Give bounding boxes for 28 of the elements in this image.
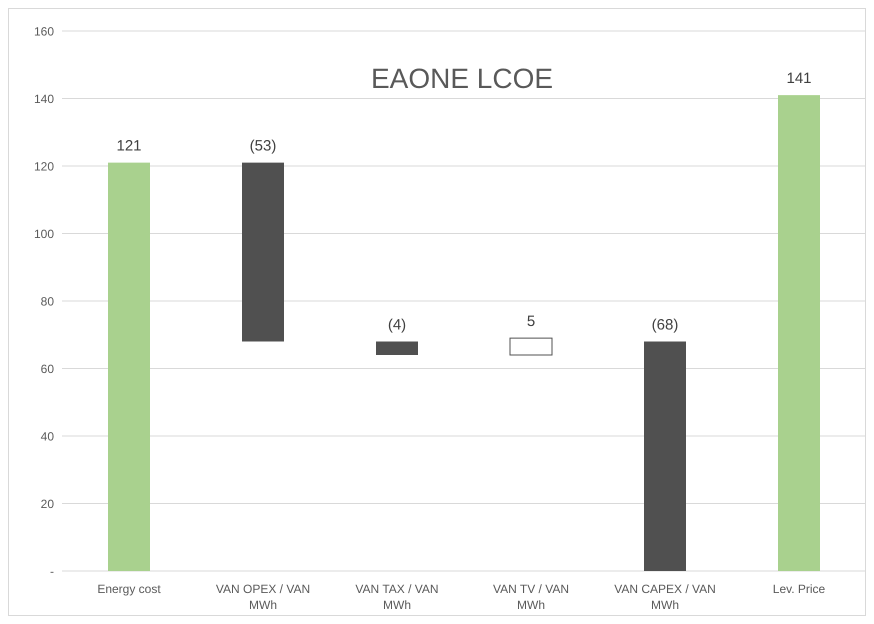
y-tick-label: 20 xyxy=(40,496,54,511)
x-tick-label: VAN CAPEX / VAN MWh xyxy=(614,582,716,612)
x-tick-label: Energy cost xyxy=(97,582,162,596)
x-tick-label: Lev. Price xyxy=(772,582,826,596)
data-label: (68) xyxy=(652,316,678,334)
bar xyxy=(376,342,418,355)
data-label: (4) xyxy=(388,316,406,334)
bar xyxy=(510,338,552,356)
bar xyxy=(644,342,686,571)
y-tick-label: 60 xyxy=(40,362,54,376)
text: EAONE LCOE xyxy=(370,63,554,94)
x-tick-label: VAN TAX / VAN MWh xyxy=(355,582,439,612)
data-label: 141 xyxy=(786,70,812,88)
x-tick-label: VAN TV / VAN MWh xyxy=(492,582,570,612)
y-tick-label: 160 xyxy=(34,24,54,38)
x-tick-label: VAN OPEX / VAN MWh xyxy=(216,582,310,612)
bar xyxy=(242,162,284,342)
y-tick-label: - xyxy=(50,564,54,578)
data-label: (53) xyxy=(250,138,276,155)
data-label: 121 xyxy=(116,138,142,155)
data-label: 5 xyxy=(526,313,536,330)
bar xyxy=(778,95,820,571)
y-tick-label: 140 xyxy=(34,92,54,106)
y-tick-label: 100 xyxy=(34,226,54,241)
y-tick-label: 80 xyxy=(40,294,54,308)
bar xyxy=(108,162,150,571)
y-tick-label: 40 xyxy=(40,429,54,444)
y-tick-label: 120 xyxy=(34,159,54,174)
